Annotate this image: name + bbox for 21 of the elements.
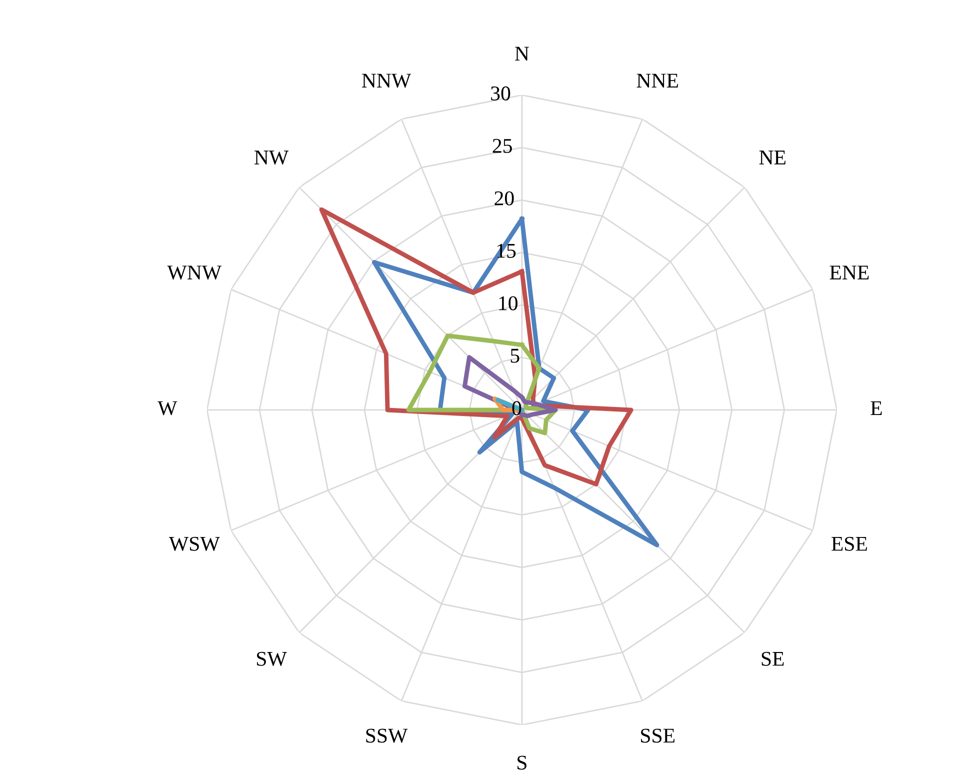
- y-tick-label: 10: [499, 296, 518, 310]
- spoke-label: WNW: [167, 266, 222, 280]
- spoke-label: ENE: [830, 266, 869, 280]
- spoke-label: NNW: [362, 74, 412, 88]
- spoke-label: NW: [254, 150, 289, 165]
- spoke-label: SSE: [641, 728, 674, 743]
- y-tick-label: 30: [491, 86, 510, 100]
- spoke-label: SW: [257, 652, 287, 666]
- spoke-label: S: [518, 756, 526, 770]
- spoke-label: SE: [762, 652, 784, 666]
- y-tick-label: 5: [510, 348, 520, 363]
- spoke-label: N: [514, 46, 529, 60]
- y-tick-label: 25: [492, 138, 512, 153]
- spoke-label: W: [158, 401, 178, 416]
- spoke-label: NE: [759, 150, 786, 164]
- y-tick-label: 20: [494, 191, 514, 206]
- spoke-label: WSW: [168, 536, 220, 551]
- spoke-label: NNE: [636, 74, 678, 88]
- spoke-label: E: [870, 401, 882, 415]
- spoke-label: ESE: [832, 536, 867, 551]
- spoke-label: SSW: [366, 728, 408, 743]
